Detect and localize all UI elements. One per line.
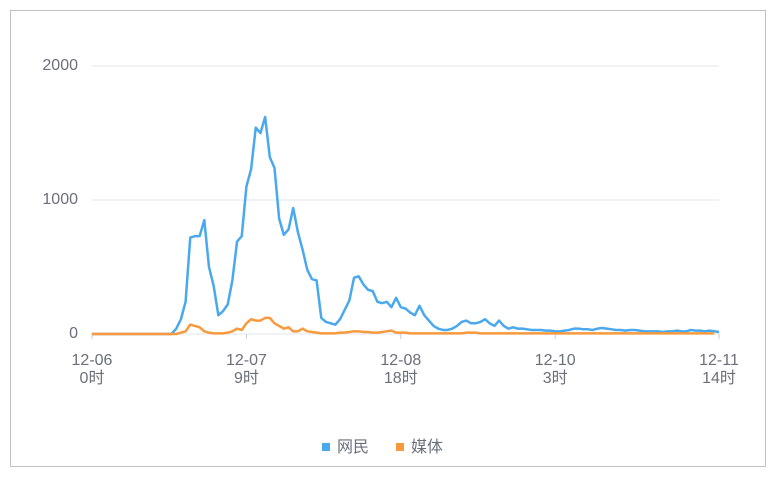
legend-swatch bbox=[396, 443, 404, 451]
series-line bbox=[92, 316, 715, 336]
y-tick-label: 0 bbox=[69, 325, 78, 342]
y-tick-label: 2000 bbox=[42, 57, 78, 74]
x-tick-label: 12-11 14时 bbox=[699, 352, 739, 387]
legend-swatch bbox=[322, 443, 330, 451]
legend-label: 网民 bbox=[337, 439, 369, 456]
frame bbox=[10, 10, 766, 467]
x-tick-label: 12-07 9时 bbox=[225, 352, 267, 387]
x-tick-label: 12-10 3时 bbox=[534, 352, 576, 387]
series-line bbox=[92, 115, 720, 336]
x-tick-label: 12-08 18时 bbox=[380, 352, 422, 387]
y-tick-label: 1000 bbox=[42, 191, 78, 208]
x-tick-label: 12-06 0时 bbox=[71, 352, 113, 387]
legend-label: 媒体 bbox=[411, 438, 443, 456]
